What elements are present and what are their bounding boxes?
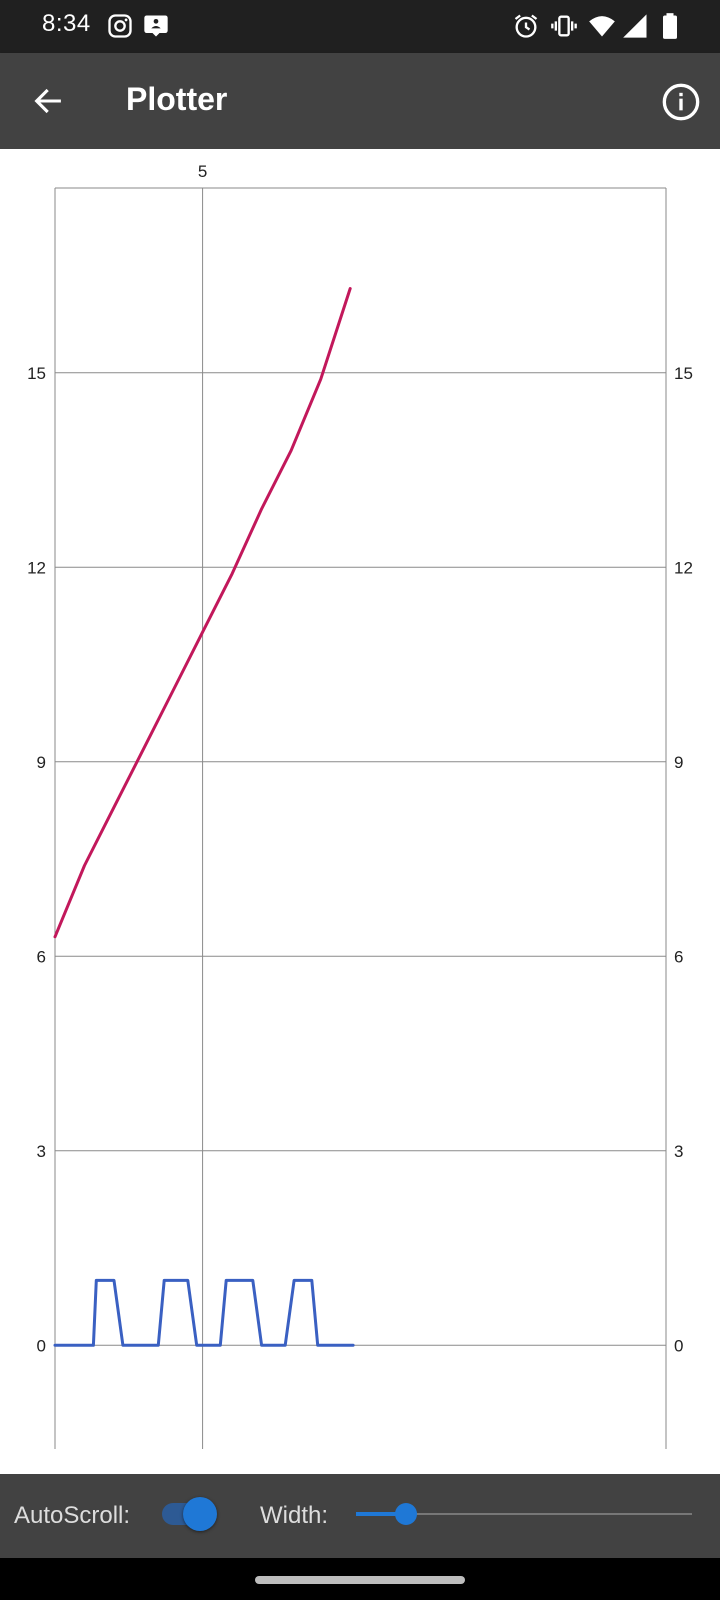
y-tick-label-right: 12	[674, 558, 693, 577]
y-tick-label-right: 3	[674, 1142, 683, 1161]
page-title: Plotter	[126, 81, 228, 117]
width-slider[interactable]	[356, 1494, 692, 1534]
cellular-signal-icon	[623, 14, 647, 38]
y-tick-label-right: 9	[674, 753, 683, 772]
width-slider-track	[356, 1513, 692, 1515]
y-tick-label-left: 0	[37, 1336, 46, 1355]
status-time: 8:34	[42, 10, 91, 37]
autoscroll-toggle-thumb[interactable]	[183, 1497, 217, 1531]
y-tick-label-right: 6	[674, 947, 683, 966]
navigation-bar	[0, 1558, 720, 1600]
y-tick-label-left: 12	[27, 558, 46, 577]
series-line-2	[53, 1278, 355, 1347]
autoscroll-label: AutoScroll:	[14, 1502, 131, 1529]
battery-icon	[663, 13, 677, 39]
width-label: Width:	[260, 1502, 329, 1529]
home-gesture-handle[interactable]	[255, 1576, 465, 1584]
control-bar: AutoScroll: Width:	[0, 1474, 720, 1558]
arrow-back-icon	[34, 88, 61, 114]
y-tick-label-left: 9	[37, 753, 46, 772]
info-icon	[662, 83, 700, 121]
app-bar: Plotter	[0, 53, 720, 149]
line-chart[interactable]: 0 0 3 3 6 6 9 9 12 12 15 15 5	[0, 149, 720, 1474]
status-bar: 8:34	[0, 0, 720, 53]
instagram-icon	[108, 14, 132, 38]
y-tick-label-left: 3	[37, 1142, 46, 1161]
info-button[interactable]	[656, 77, 706, 127]
plot-area[interactable]: 0 0 3 3 6 6 9 9 12 12 15 15 5	[0, 149, 720, 1474]
autoscroll-toggle[interactable]	[160, 1494, 220, 1534]
messenger-icon	[144, 15, 168, 37]
x-tick-label: 5	[198, 162, 207, 181]
width-slider-fill	[356, 1512, 407, 1516]
back-button[interactable]	[22, 75, 74, 127]
y-tick-label-right: 0	[674, 1336, 683, 1355]
y-tick-label-right: 15	[674, 364, 693, 383]
vibrate-icon	[551, 15, 577, 37]
alarm-icon	[514, 14, 538, 38]
y-tick-label-left: 6	[37, 947, 46, 966]
series-line-1	[53, 287, 352, 939]
wifi-icon	[589, 16, 615, 37]
y-tick-label-left: 15	[27, 364, 46, 383]
width-slider-thumb[interactable]	[395, 1503, 418, 1525]
